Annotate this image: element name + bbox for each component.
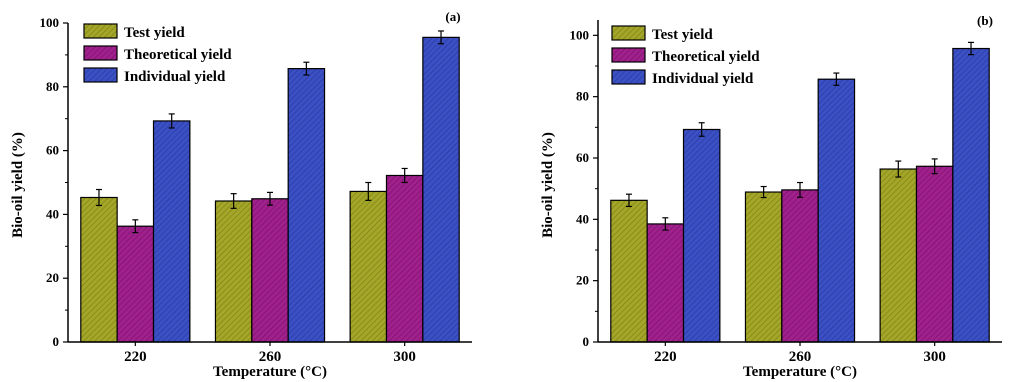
- bar-b-series0-220: [610, 199, 648, 343]
- panel-tag: (a): [445, 9, 460, 24]
- bar-b-series1-260: [781, 189, 819, 343]
- x-tick-label: 300: [393, 349, 416, 365]
- chart-panel-b: 0 20 40 60 80 100 220 260 300 Temperature (°C) Bio…: [540, 13, 1002, 380]
- legend-label: Theoretical yield: [124, 47, 232, 63]
- bar-a-series1-300: [385, 174, 424, 343]
- y-tick-label: 40: [46, 206, 59, 221]
- error-bar-b-series0-260: [760, 185, 767, 199]
- y-tick-label: 0: [53, 334, 60, 349]
- y-axis-label: Bio-oil yield (%): [540, 132, 556, 238]
- y-axis-label: Bio-oil yield (%): [10, 132, 26, 238]
- error-bar-a-series0-220: [95, 188, 102, 207]
- error-bar-b-series1-220: [662, 217, 669, 231]
- legend-swatch: [611, 69, 646, 85]
- legend-swatch: [83, 67, 118, 83]
- error-bar-a-series1-220: [132, 219, 139, 234]
- y-tick-label: 0: [583, 334, 590, 349]
- y-tick-label: 20: [46, 270, 59, 285]
- bar-b-series2-220: [682, 128, 721, 343]
- error-bar-a-series2-220: [168, 113, 175, 129]
- error-bar-b-series1-260: [797, 181, 803, 198]
- bar-a-series0-300: [349, 190, 388, 343]
- y-tick-label: 20: [576, 273, 589, 288]
- y-tick-label: 60: [46, 143, 59, 158]
- bar-a-series2-260: [287, 68, 326, 343]
- bar-a-series0-260: [214, 200, 253, 343]
- error-bar-b-series0-220: [625, 193, 632, 208]
- legend: Test yield Theoretical yield Individual yi…: [83, 23, 232, 85]
- legend-label: Test yield: [124, 25, 185, 41]
- y-tick-label: 40: [576, 211, 589, 226]
- legend-label: Individual yield: [652, 71, 754, 87]
- error-bar-a-series1-300: [401, 167, 408, 184]
- x-tick-label: 220: [124, 349, 147, 365]
- error-bar-a-series1-260: [267, 191, 273, 206]
- bar-b-series1-220: [646, 223, 685, 343]
- bar-a-series0-220: [80, 196, 118, 343]
- bar-a-series1-260: [251, 198, 289, 343]
- bar-b-series2-300: [952, 47, 990, 343]
- bar-b-series2-260: [817, 78, 856, 343]
- bar-a-series1-220: [116, 225, 155, 343]
- x-tick-label: 220: [654, 349, 677, 365]
- bar-b-series0-260: [744, 191, 783, 343]
- x-axis-label: Temperature (°C): [743, 364, 857, 380]
- error-bar-a-series2-300: [438, 30, 445, 45]
- error-bar-b-series1-300: [931, 158, 938, 175]
- y-tick-label: 80: [576, 89, 589, 104]
- legend: Test yield Theoretical yield Individual yi…: [611, 25, 760, 87]
- error-bar-a-series0-300: [365, 181, 372, 201]
- bar-a-series2-300: [422, 36, 460, 343]
- error-bar-b-series0-300: [895, 160, 902, 178]
- panel-tag: (b): [977, 13, 993, 28]
- chart-panel-a: 0 20 40 60 80 100 220 260 300 Temperature (°C) Bio…: [10, 9, 472, 380]
- bar-b-series0-300: [879, 168, 918, 343]
- legend-swatch: [611, 47, 646, 63]
- x-tick-label: 260: [259, 349, 282, 365]
- bar-a-series2-220: [152, 120, 191, 343]
- legend-label: Theoretical yield: [652, 49, 760, 65]
- legend-swatch: [83, 45, 118, 61]
- x-axis-label: Temperature (°C): [213, 364, 327, 380]
- y-tick-label: 100: [570, 27, 590, 42]
- legend-label: Test yield: [652, 27, 713, 43]
- x-tick-label: 300: [923, 349, 946, 365]
- legend-label: Individual yield: [124, 69, 226, 85]
- x-tick-label: 260: [789, 349, 812, 365]
- y-tick-label: 100: [40, 15, 60, 30]
- error-bar-b-series2-260: [833, 72, 840, 86]
- bar-b-series1-300: [915, 165, 954, 343]
- error-bar-b-series2-300: [968, 41, 975, 56]
- legend-swatch: [83, 23, 118, 39]
- error-bar-b-series2-220: [698, 122, 705, 137]
- y-tick-label: 60: [576, 150, 589, 165]
- error-bar-a-series2-260: [303, 61, 310, 76]
- legend-swatch: [611, 25, 646, 41]
- y-tick-label: 80: [46, 79, 59, 94]
- error-bar-a-series0-260: [230, 193, 237, 209]
